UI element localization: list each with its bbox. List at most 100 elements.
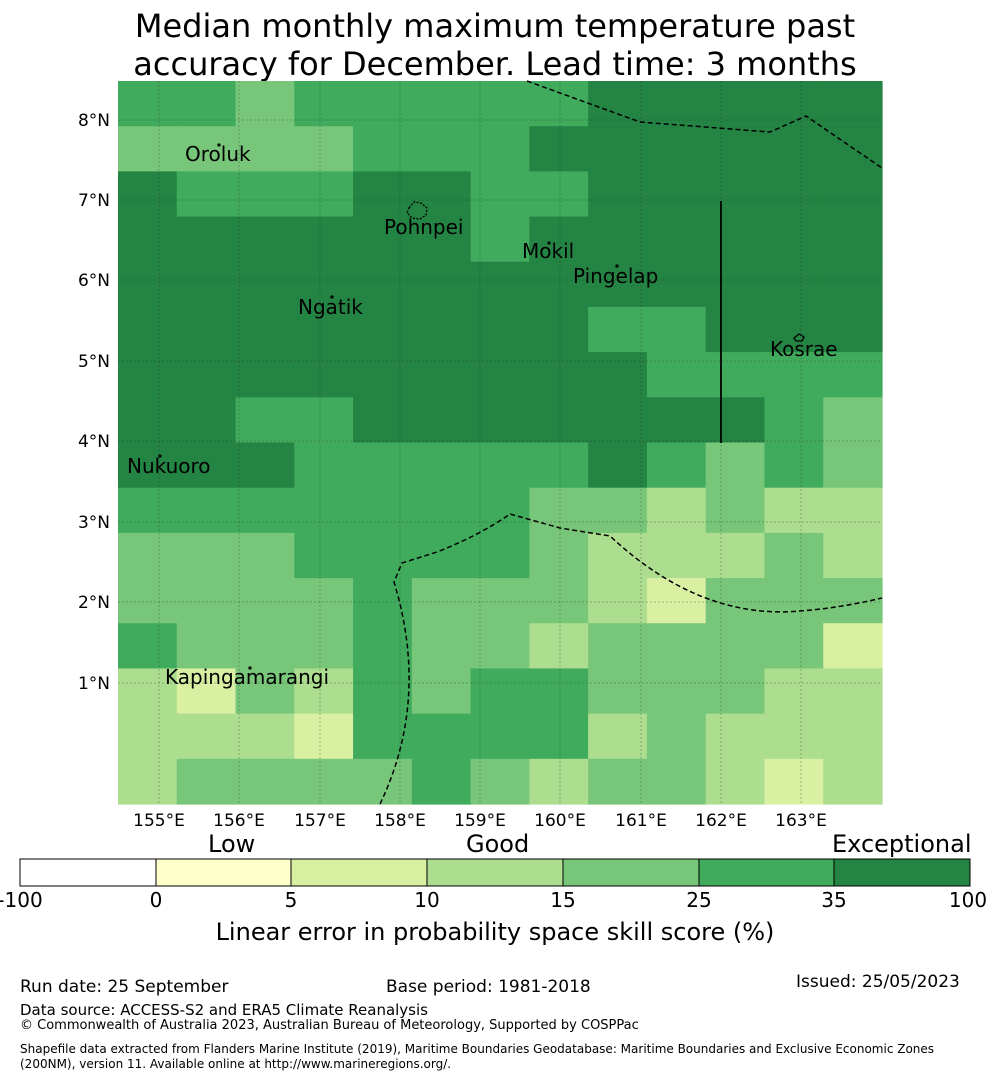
- grid-cell: [118, 532, 178, 579]
- grid-cell: [470, 352, 530, 398]
- grid-cell: [176, 487, 237, 534]
- colorbar-label-exceptional: Exceptional: [832, 830, 972, 858]
- grid-cell: [118, 81, 178, 127]
- grid-cell: [588, 713, 648, 760]
- grid-cell: [646, 126, 707, 172]
- grid-cell: [705, 668, 766, 715]
- grid-cell: [529, 81, 589, 127]
- grid-cell: [705, 623, 766, 670]
- grid-cell: [646, 623, 707, 670]
- grid-cell: [176, 397, 237, 444]
- grid-cell: [764, 81, 824, 127]
- lon-label-163e: 163°E: [775, 811, 827, 831]
- grid-cell: [823, 578, 883, 624]
- grid-cell: [176, 758, 237, 805]
- grid-cell: [118, 623, 178, 670]
- grid-cell: [588, 623, 648, 670]
- colorbar-tick-5: 5: [284, 888, 298, 912]
- eez-boundary-south: [379, 513, 883, 805]
- grid-cell: [235, 261, 295, 308]
- grid-cell: [235, 758, 295, 805]
- lat-label-1n: 1°N: [78, 674, 110, 694]
- grid-cell: [764, 352, 824, 398]
- grid-cell: [411, 578, 472, 624]
- grid-cell: [411, 713, 472, 760]
- grid-cell: [823, 532, 883, 579]
- grid-cell: [176, 126, 237, 172]
- place-label-pingelap: Pingelap: [573, 264, 658, 288]
- grid-cell: [823, 487, 883, 534]
- grid-cell: [646, 487, 707, 534]
- shapefile-credit-line-1: Shapefile data extracted from Flanders M…: [20, 1042, 935, 1056]
- place-label-ngatik: Ngatik: [298, 295, 363, 319]
- grid-cell: [353, 126, 413, 172]
- grid-cell: [588, 126, 648, 172]
- grid-cell: [646, 668, 707, 715]
- place-label-nukuoro: Nukuoro: [127, 454, 211, 478]
- grid-cell: [235, 713, 295, 760]
- grid-cell: [294, 623, 354, 670]
- grid-cell: [411, 306, 472, 353]
- grid-cell: [294, 216, 354, 263]
- grid-cell: [176, 532, 237, 579]
- grid-cell: [588, 578, 648, 624]
- grid-cell: [764, 261, 824, 308]
- grid-cell: [588, 532, 648, 579]
- grid-cell: [118, 306, 178, 353]
- grid-cell: [529, 532, 589, 579]
- grid-cell: [353, 261, 413, 308]
- grid-cell: [411, 623, 472, 670]
- grid-cell: [588, 81, 648, 127]
- grid-cell: [588, 487, 648, 534]
- grid-cell: [294, 758, 354, 805]
- colorbar-tick-100: 100: [948, 888, 988, 912]
- grid-cell: [646, 352, 707, 398]
- colorbar-tick-25: 25: [686, 888, 712, 912]
- grid-cell: [118, 713, 178, 760]
- grid-cell: [235, 171, 295, 218]
- grid-cell: [646, 306, 707, 353]
- map-title-line-2: accuracy for December. Lead time: 3 mont…: [133, 45, 857, 83]
- grid-cell: [470, 487, 530, 534]
- grid-cell: [294, 532, 354, 579]
- grid-cell: [588, 442, 648, 489]
- grid-cell: [235, 397, 295, 444]
- grid-cell: [705, 261, 766, 308]
- grid-cell: [588, 397, 648, 444]
- grid-cell: [705, 397, 766, 444]
- grid-cell: [176, 578, 237, 624]
- base-period: Base period: 1981-2018: [386, 977, 591, 997]
- grid-cell: [235, 306, 295, 353]
- colorbar-tick-15: 15: [550, 888, 576, 912]
- nukuoro-marker: [158, 454, 162, 458]
- grid-cell: [353, 171, 413, 218]
- grid-cell: [411, 442, 472, 489]
- grid-cell: [470, 758, 530, 805]
- grid-cell: [470, 397, 530, 444]
- grid-cell: [118, 216, 178, 263]
- place-label-pohnpei: Pohnpei: [384, 215, 464, 239]
- grid-cell: [353, 352, 413, 398]
- grid-cell: [470, 171, 530, 218]
- lat-label-2n: 2°N: [78, 593, 110, 613]
- grid-cell: [470, 216, 530, 263]
- grid-cell: [764, 758, 824, 805]
- grid-cell: [235, 81, 295, 127]
- grid-cell: [823, 171, 883, 218]
- grid-cell: [411, 171, 472, 218]
- grid-cell: [529, 623, 589, 670]
- grid-cell: [470, 261, 530, 308]
- grid-cell: [588, 216, 648, 263]
- shapefile-credit-line-2: (200NM), version 11. Available online at…: [20, 1057, 452, 1071]
- grid-cell: [353, 668, 413, 715]
- grid-cell: [529, 352, 589, 398]
- grid-cell: [764, 623, 824, 670]
- grid-cell: [353, 81, 413, 127]
- colorbar-swatch-1: [156, 859, 291, 886]
- grid-cell: [176, 352, 237, 398]
- grid-cell: [176, 81, 237, 127]
- grid-cell: [705, 126, 766, 172]
- grid-cell: [764, 306, 824, 353]
- mokil-marker: [547, 241, 551, 245]
- grid-cell: [646, 171, 707, 218]
